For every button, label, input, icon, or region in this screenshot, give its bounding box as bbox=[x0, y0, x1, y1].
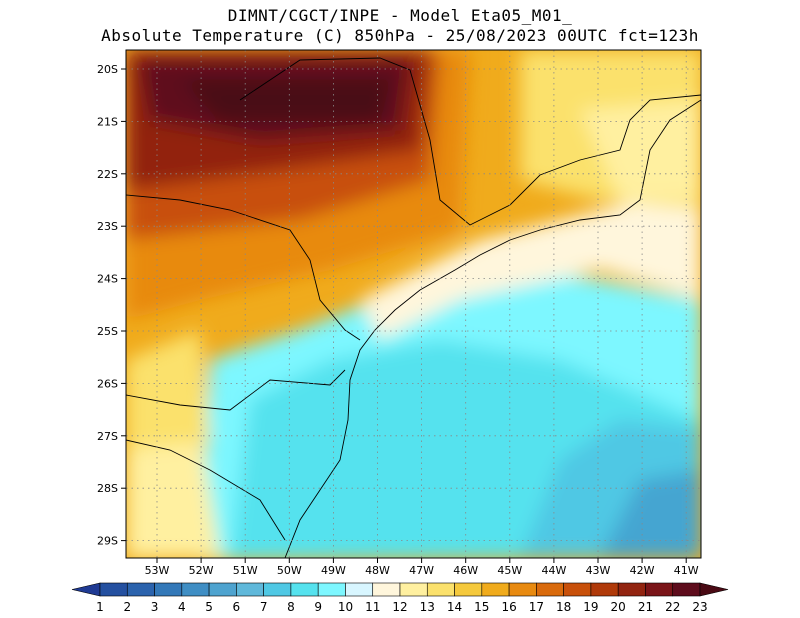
colorbar-arrow-right bbox=[699, 582, 729, 597]
colorbar-label: 6 bbox=[233, 600, 241, 614]
colorbar-swatch bbox=[154, 582, 183, 597]
colorbar-swatch bbox=[536, 582, 564, 597]
colorbar-label: 2 bbox=[123, 600, 131, 614]
colorbar-label: 4 bbox=[178, 600, 186, 614]
state-border-1 bbox=[126, 369, 346, 411]
state-border-3 bbox=[126, 194, 361, 341]
coastline bbox=[284, 99, 701, 558]
lon-label: 44W bbox=[541, 564, 566, 577]
lat-label: 26S bbox=[97, 377, 118, 390]
lat-label: 23S bbox=[97, 220, 118, 233]
lon-label: 43W bbox=[586, 564, 611, 577]
colorbar-label: 7 bbox=[260, 600, 268, 614]
colorbar-label: 3 bbox=[151, 600, 159, 614]
colorbar-label: 19 bbox=[583, 600, 598, 614]
colorbar-swatch bbox=[672, 582, 701, 597]
colorbar-swatch bbox=[317, 582, 346, 597]
colorbar-swatch bbox=[126, 582, 155, 597]
colorbar-swatch bbox=[508, 582, 537, 597]
colorbar-label: 20 bbox=[611, 600, 626, 614]
lat-labels: 20S 21S 22S 23S 24S 25S 26S 27S 28S 29S bbox=[97, 63, 126, 548]
colorbar-swatch bbox=[372, 582, 401, 597]
colorbar-label: 9 bbox=[314, 600, 322, 614]
colorbar-label: 16 bbox=[501, 600, 516, 614]
colorbar-label: 17 bbox=[529, 600, 544, 614]
colorbar-label: 10 bbox=[338, 600, 353, 614]
lon-label: 49W bbox=[321, 564, 346, 577]
colorbar-label: 11 bbox=[365, 600, 380, 614]
lon-labels: 53W 52W 51W 50W 49W 48W 47W 46W 45W 44W 43W 42W 41W bbox=[145, 558, 699, 577]
colorbar-swatch bbox=[345, 582, 374, 597]
colorbar-label: 5 bbox=[205, 600, 213, 614]
colorbar-swatch bbox=[481, 582, 510, 597]
colorbar-swatch bbox=[563, 582, 592, 597]
colorbar-swatch bbox=[208, 582, 237, 597]
colorbar-label: 1 bbox=[96, 600, 104, 614]
lat-label: 27S bbox=[97, 430, 118, 443]
colorbar-swatch bbox=[645, 582, 674, 597]
lon-label: 42W bbox=[630, 564, 655, 577]
state-border-4 bbox=[239, 57, 701, 226]
colorbar-label: 8 bbox=[287, 600, 295, 614]
colorbar: 1 2 3 4 5 6 7 8 9 10 11 12 13 14 15 16 17 18 19 20 21 22 23 bbox=[71, 582, 729, 614]
colorbar-swatch bbox=[590, 582, 619, 597]
lat-label: 22S bbox=[97, 168, 118, 181]
colorbar-label: 22 bbox=[665, 600, 680, 614]
plot-frame bbox=[125, 49, 702, 559]
colorbar-swatch bbox=[399, 582, 428, 597]
temperature-field bbox=[126, 50, 701, 558]
lat-label: 20S bbox=[97, 63, 118, 76]
grid bbox=[126, 50, 701, 558]
colorbar-swatch bbox=[99, 582, 128, 597]
lon-label: 48W bbox=[365, 564, 390, 577]
lat-label: 25S bbox=[97, 325, 118, 338]
colorbar-swatch bbox=[617, 582, 646, 597]
lon-label: 46W bbox=[453, 564, 478, 577]
lon-label: 47W bbox=[409, 564, 434, 577]
colorbar-label: 21 bbox=[638, 600, 653, 614]
lon-label: 41W bbox=[674, 564, 699, 577]
colorbar-label: 14 bbox=[447, 600, 462, 614]
colorbar-swatch bbox=[236, 582, 264, 597]
lat-label: 24S bbox=[97, 273, 118, 286]
colorbar-label: 15 bbox=[474, 600, 489, 614]
lon-label: 45W bbox=[497, 564, 522, 577]
colorbar-swatch bbox=[181, 582, 210, 597]
lon-label: 53W bbox=[145, 564, 170, 577]
coastline-borders bbox=[126, 57, 701, 558]
colorbar-arrow-left bbox=[71, 582, 101, 597]
colorbar-swatch bbox=[454, 582, 483, 597]
lon-label: 51W bbox=[233, 564, 258, 577]
colorbar-swatch bbox=[290, 582, 319, 597]
colorbar-label: 13 bbox=[420, 600, 435, 614]
lat-label: 28S bbox=[97, 482, 118, 495]
colorbar-label: 12 bbox=[392, 600, 407, 614]
title-line-1: DIMNT/CGCT/INPE - Model Eta05_M01_ bbox=[227, 6, 573, 25]
lon-label: 50W bbox=[277, 564, 302, 577]
colorbar-label: 23 bbox=[692, 600, 707, 614]
lon-label: 52W bbox=[189, 564, 214, 577]
title-line-2: Absolute Temperature (C) 850hPa - 25/08/… bbox=[101, 26, 699, 45]
lat-label: 29S bbox=[97, 535, 118, 548]
colorbar-swatch bbox=[426, 582, 455, 597]
lat-label: 21S bbox=[97, 115, 118, 128]
colorbar-label: 18 bbox=[556, 600, 571, 614]
colorbar-swatch bbox=[263, 582, 292, 597]
state-border-2 bbox=[126, 439, 286, 541]
